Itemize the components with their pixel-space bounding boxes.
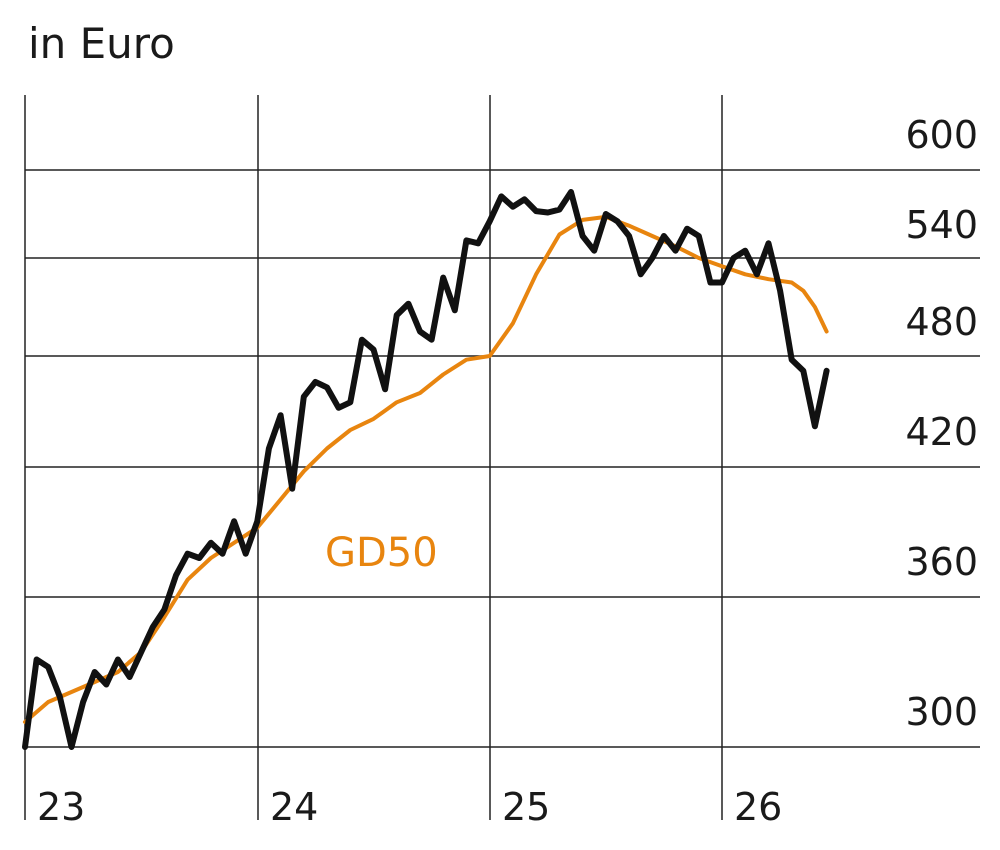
x-tick-label: 25 xyxy=(502,785,550,829)
y-tick-label: 540 xyxy=(905,203,978,247)
x-tick-label: 26 xyxy=(734,785,782,829)
y-tick-label: 600 xyxy=(905,113,978,157)
series-group xyxy=(22,189,830,750)
x-axis-ticks: 23 24 25 26 xyxy=(37,785,782,829)
series-line-price xyxy=(22,189,830,750)
unit-label: in Euro xyxy=(28,19,175,68)
y-tick-label: 480 xyxy=(905,300,978,344)
legend-label-gd50: GD50 xyxy=(325,530,438,576)
grid xyxy=(24,95,980,820)
y-tick-label: 360 xyxy=(905,540,978,584)
x-tick-label: 24 xyxy=(270,785,318,829)
x-tick-label: 23 xyxy=(37,785,85,829)
y-tick-label: 420 xyxy=(905,410,978,454)
y-axis-ticks: 300 360 420 480 540 600 xyxy=(905,113,978,734)
series-line-gd50 xyxy=(23,214,829,724)
y-tick-label: 300 xyxy=(905,690,978,734)
